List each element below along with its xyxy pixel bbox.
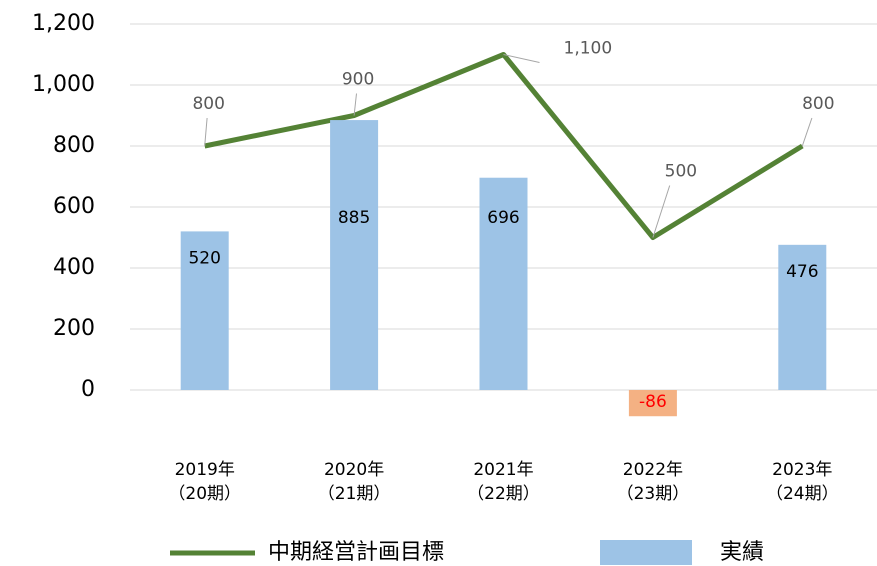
- bar: [180, 231, 229, 390]
- x-tick-label: （24期）: [766, 484, 839, 504]
- y-tick-label: 1,200: [32, 11, 95, 36]
- bar: [479, 177, 528, 390]
- x-tick-label: （21期）: [318, 484, 391, 504]
- y-tick-label: 200: [53, 316, 95, 341]
- x-tick-label: 2019年: [175, 460, 235, 480]
- y-tick-label: 0: [81, 377, 95, 402]
- leader-line: [801, 117, 813, 147]
- x-tick-label: 2021年: [473, 460, 533, 480]
- data-label: 900: [342, 70, 374, 90]
- y-tick-label: 1,000: [32, 72, 95, 97]
- leader-line: [652, 185, 671, 238]
- data-label: 500: [665, 162, 697, 182]
- data-label: -86: [639, 392, 667, 412]
- data-label: 520: [188, 248, 220, 268]
- x-tick-label: 2022年: [623, 460, 683, 480]
- legend-label: 実績: [720, 540, 764, 565]
- data-label: 800: [802, 94, 834, 114]
- data-label: 1,100: [564, 39, 613, 59]
- data-label: 800: [192, 94, 224, 114]
- y-tick-label: 800: [53, 133, 95, 158]
- x-tick-label: 2023年: [772, 460, 832, 480]
- bar: [330, 120, 379, 390]
- data-label: 476: [786, 262, 818, 282]
- leader-line: [503, 54, 540, 63]
- x-tick-label: （22期）: [467, 484, 540, 504]
- data-label: 696: [487, 208, 519, 228]
- bar: [778, 244, 827, 390]
- y-tick-label: 600: [53, 194, 95, 219]
- legend-swatch: [600, 540, 692, 565]
- legend-label: 中期経営計画目標: [268, 540, 444, 565]
- data-label: 885: [338, 208, 370, 228]
- x-tick-label: （23期）: [617, 484, 690, 504]
- leader-line: [353, 93, 357, 116]
- leader-line: [204, 117, 208, 147]
- y-tick-label: 400: [53, 255, 95, 280]
- x-tick-label: 2020年: [324, 460, 384, 480]
- x-tick-label: （20期）: [168, 484, 241, 504]
- bar: [628, 390, 677, 417]
